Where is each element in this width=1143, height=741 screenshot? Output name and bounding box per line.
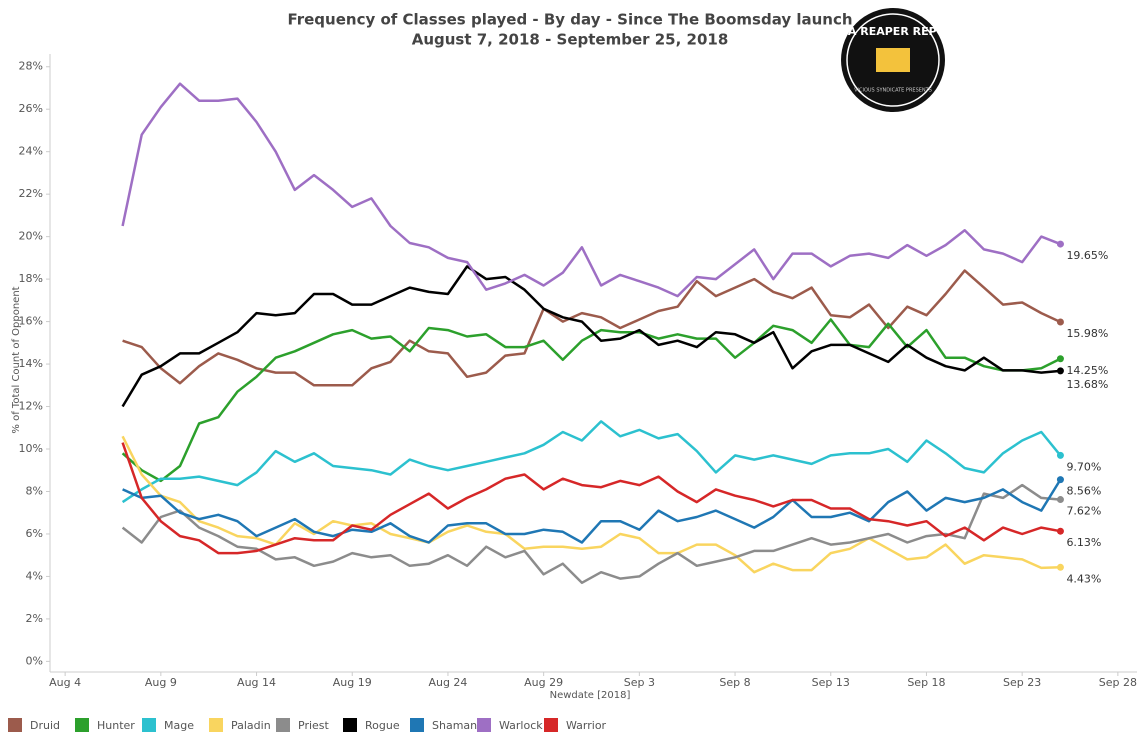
legend-swatch <box>544 718 558 732</box>
x-tick-label: Aug 4 <box>49 676 81 689</box>
legend-label: Warlock <box>499 719 543 732</box>
legend-swatch <box>142 718 156 732</box>
legend-swatch <box>209 718 223 732</box>
y-axis-label: % of Total Count of Opponent <box>11 286 22 433</box>
y-tick-label: 22% <box>19 187 43 200</box>
legend-swatch <box>410 718 424 732</box>
x-tick-label: Sep 13 <box>812 676 850 689</box>
end-point <box>1056 318 1064 326</box>
legend-swatch <box>477 718 491 732</box>
data-label: 13.68% <box>1066 378 1108 391</box>
y-tick-label: 12% <box>19 400 43 413</box>
series-line <box>121 82 1061 298</box>
end-point <box>1056 367 1064 375</box>
legend-label: Druid <box>30 719 60 732</box>
x-tick-label: Sep 23 <box>1003 676 1041 689</box>
data-label: 14.25% <box>1066 364 1108 377</box>
y-tick-label: 24% <box>19 145 43 158</box>
y-tick-label: 16% <box>19 315 43 328</box>
end-point <box>1056 496 1064 504</box>
y-tick-label: 14% <box>19 357 43 370</box>
x-tick-label: Sep 3 <box>624 676 655 689</box>
x-tick-label: Aug 9 <box>145 676 177 689</box>
logo-subtext: VICIOUS SYNDICATE PRESENTS <box>854 88 932 94</box>
end-point <box>1056 355 1064 363</box>
legend-label: Priest <box>298 719 330 732</box>
x-axis-label: Newdate [2018] <box>550 690 631 701</box>
y-tick-label: 0% <box>26 654 43 667</box>
series-line <box>122 269 1061 387</box>
chart-title: Frequency of Classes played - By day - S… <box>287 11 852 29</box>
data-label: 6.13% <box>1066 536 1101 549</box>
legend-swatch <box>276 718 290 732</box>
data-label: 4.43% <box>1066 572 1101 585</box>
x-tick-label: Sep 28 <box>1099 676 1137 689</box>
series-line <box>121 265 1061 408</box>
logo-ring <box>846 13 940 107</box>
y-tick-label: 28% <box>19 60 43 73</box>
y-tick-label: 6% <box>26 527 43 540</box>
legend-label: Warrior <box>566 719 607 732</box>
x-tick-label: Aug 29 <box>524 676 563 689</box>
data-label: 9.70% <box>1066 460 1101 473</box>
y-tick-label: 26% <box>19 102 43 115</box>
logo-icon <box>876 48 910 72</box>
data-label: 19.65% <box>1066 249 1108 262</box>
data-label: 7.62% <box>1066 505 1101 518</box>
legend-swatch <box>343 718 357 732</box>
logo-text: DATA REAPER REPORT <box>824 25 962 38</box>
legend-label: Hunter <box>97 719 135 732</box>
data-label: 8.56% <box>1066 485 1101 498</box>
series-line <box>121 442 1061 555</box>
legend-label: Mage <box>164 719 194 732</box>
series-line <box>122 478 1062 544</box>
y-tick-label: 2% <box>26 612 43 625</box>
data-label: 15.98% <box>1066 327 1108 340</box>
x-tick-label: Sep 18 <box>907 676 945 689</box>
chart-subtitle: August 7, 2018 - September 25, 2018 <box>412 31 729 49</box>
end-point <box>1056 240 1064 248</box>
legend-label: Paladin <box>231 719 271 732</box>
legend-swatch <box>8 718 22 732</box>
end-point <box>1056 527 1064 535</box>
y-tick-label: 18% <box>19 272 43 285</box>
legend-label: Shaman <box>432 719 477 732</box>
x-tick-label: Sep 8 <box>719 676 750 689</box>
legend-label: Rogue <box>365 719 400 732</box>
x-tick-label: Aug 24 <box>428 676 467 689</box>
y-tick-label: 20% <box>19 230 43 243</box>
end-point <box>1056 563 1064 571</box>
x-tick-label: Aug 14 <box>237 676 276 689</box>
x-tick-label: Aug 19 <box>333 676 372 689</box>
y-tick-label: 4% <box>26 569 43 582</box>
y-tick-label: 10% <box>19 442 43 455</box>
series-line <box>121 435 1061 574</box>
series-line <box>121 318 1061 483</box>
legend-swatch <box>75 718 89 732</box>
end-point <box>1056 451 1064 459</box>
end-point <box>1056 476 1064 484</box>
series-line <box>121 420 1062 504</box>
series-line <box>121 483 1061 585</box>
y-tick-label: 8% <box>26 484 43 497</box>
